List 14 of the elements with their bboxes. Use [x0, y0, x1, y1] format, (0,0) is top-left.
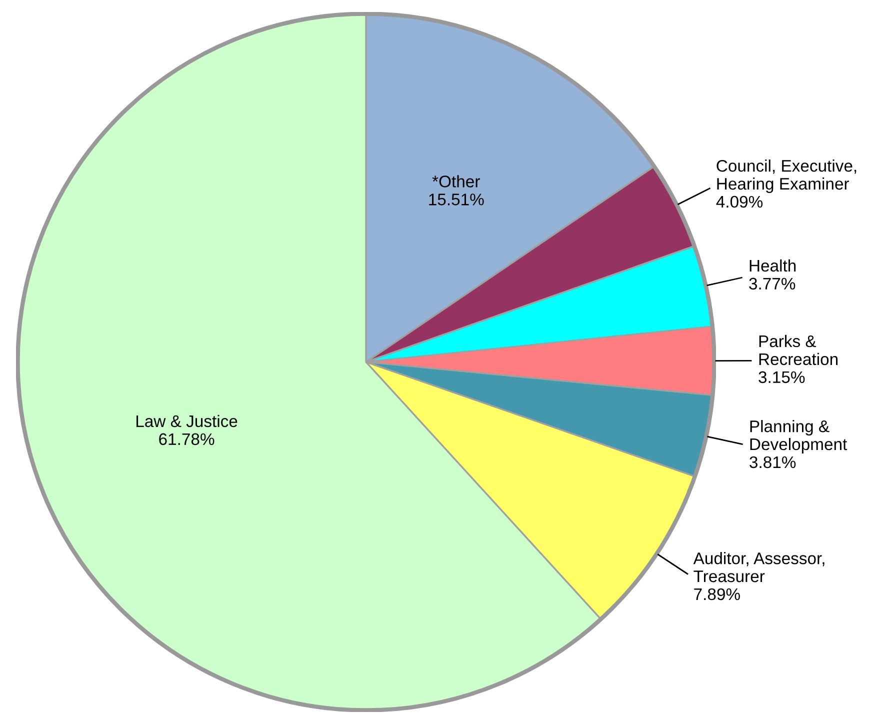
slice-label: Health [750, 259, 796, 272]
slice-label: Planning & Development [750, 420, 848, 454]
data-label: 4.09% [716, 196, 763, 208]
data-label: 61.78% [159, 433, 214, 446]
data-label: 7.89% [694, 588, 740, 600]
slice-label: Parks & Recreation [759, 334, 838, 366]
data-label: 3.77% [749, 278, 796, 290]
slice-label: *Other [432, 175, 480, 188]
slice-label: Law & Justice [136, 414, 238, 428]
data-label: 3.15% [758, 371, 805, 384]
slice-label: Auditor, Assessor, Treasurer [693, 552, 824, 582]
slice-label: Council, Executive, Hearing Examiner [716, 160, 856, 194]
data-label: 3.81% [750, 456, 796, 468]
data-label: 15.51% [429, 194, 484, 206]
